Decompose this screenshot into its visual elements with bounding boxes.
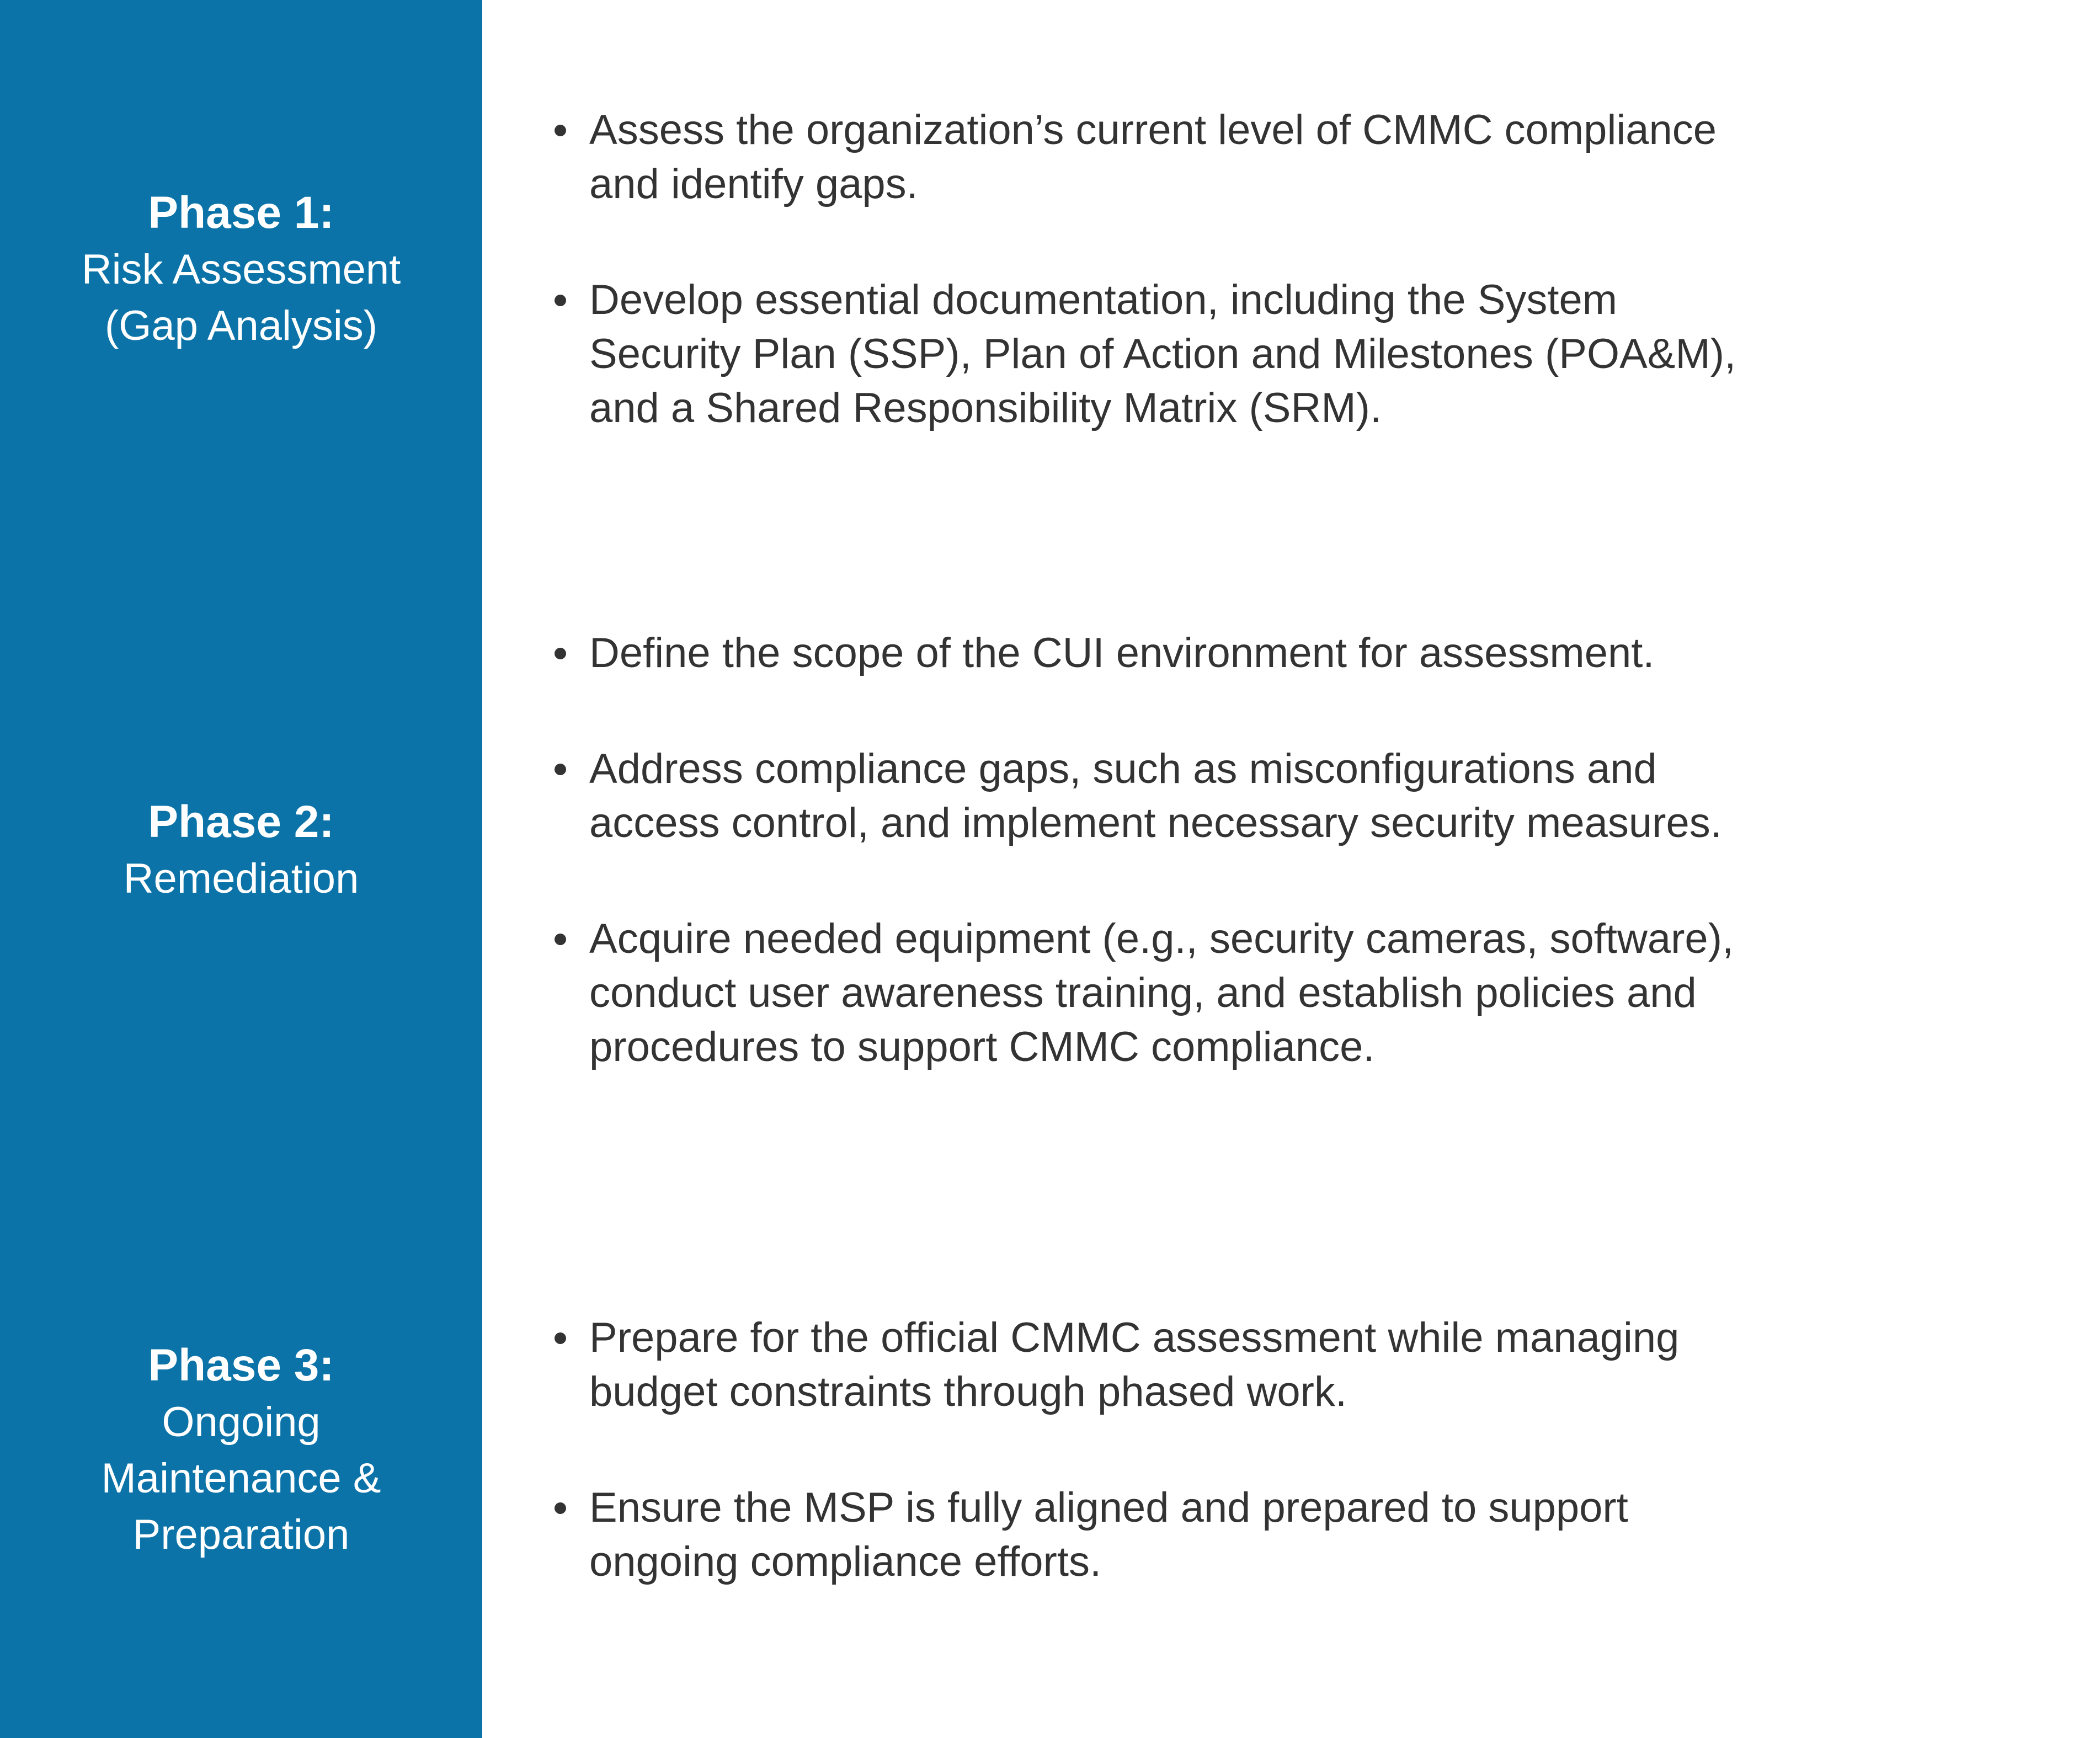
- phase-3-bullet-list: Prepare for the official CMMC assessment…: [555, 1311, 1992, 1589]
- phase-3-subtitle: Ongoing Maintenance & Preparation: [101, 1399, 381, 1558]
- bullet-text: Ensure the MSP is fully aligned and prep…: [589, 1484, 1628, 1585]
- phase-2-label-cell: Phase 2: Remediation: [0, 539, 482, 1162]
- phase-3-label-cell: Phase 3: Ongoing Maintenance & Preparati…: [0, 1162, 482, 1738]
- bullet-text: Develop essential documentation, includi…: [589, 276, 1736, 431]
- bullet-icon: [555, 648, 566, 659]
- bullet-icon: [555, 295, 566, 306]
- phase-2-bullet-item: Define the scope of the CUI environment …: [555, 626, 1992, 680]
- phase-2-subtitle: Remediation: [123, 855, 359, 902]
- phase-1-subtitle: Risk Assessment (Gap Analysis): [81, 246, 401, 349]
- bullet-text: Assess the organization’s current level …: [589, 106, 1717, 207]
- phase-2-bullet-item: Acquire needed equipment (e.g., security…: [555, 912, 1992, 1074]
- bullet-icon: [555, 125, 566, 136]
- bullet-icon: [555, 1332, 566, 1344]
- phase-1-title: Phase 1:: [148, 188, 334, 238]
- bullet-text: Define the scope of the CUI environment …: [589, 630, 1655, 676]
- phase-1-bullet-item: Develop essential documentation, includi…: [555, 273, 1992, 435]
- bullet-icon: [555, 934, 566, 945]
- phase-3-content-cell: Prepare for the official CMMC assessment…: [482, 1162, 2100, 1738]
- phase-3-bullet-item: Ensure the MSP is fully aligned and prep…: [555, 1481, 1992, 1589]
- bullet-icon: [555, 764, 566, 775]
- phase-2-title: Phase 2:: [148, 797, 334, 847]
- bullet-text: Prepare for the official CMMC assessment…: [589, 1314, 1680, 1415]
- phase-3-title: Phase 3:: [148, 1340, 334, 1390]
- phase-2-bullet-list: Define the scope of the CUI environment …: [555, 626, 1992, 1074]
- phase-3-bullet-item: Prepare for the official CMMC assessment…: [555, 1311, 1992, 1419]
- phase-1-bullet-item: Assess the organization’s current level …: [555, 103, 1992, 211]
- bullet-icon: [555, 1502, 566, 1514]
- phase-1-content-cell: Assess the organization’s current level …: [482, 0, 2100, 539]
- phase-2-content-cell: Define the scope of the CUI environment …: [482, 539, 2100, 1162]
- bullet-text: Address compliance gaps, such as misconf…: [589, 745, 1722, 846]
- bullet-text: Acquire needed equipment (e.g., security…: [589, 915, 1734, 1070]
- phase-1-bullet-list: Assess the organization’s current level …: [555, 103, 1992, 435]
- phase-1-label-cell: Phase 1: Risk Assessment (Gap Analysis): [0, 0, 482, 539]
- phase-2-bullet-item: Address compliance gaps, such as misconf…: [555, 742, 1992, 850]
